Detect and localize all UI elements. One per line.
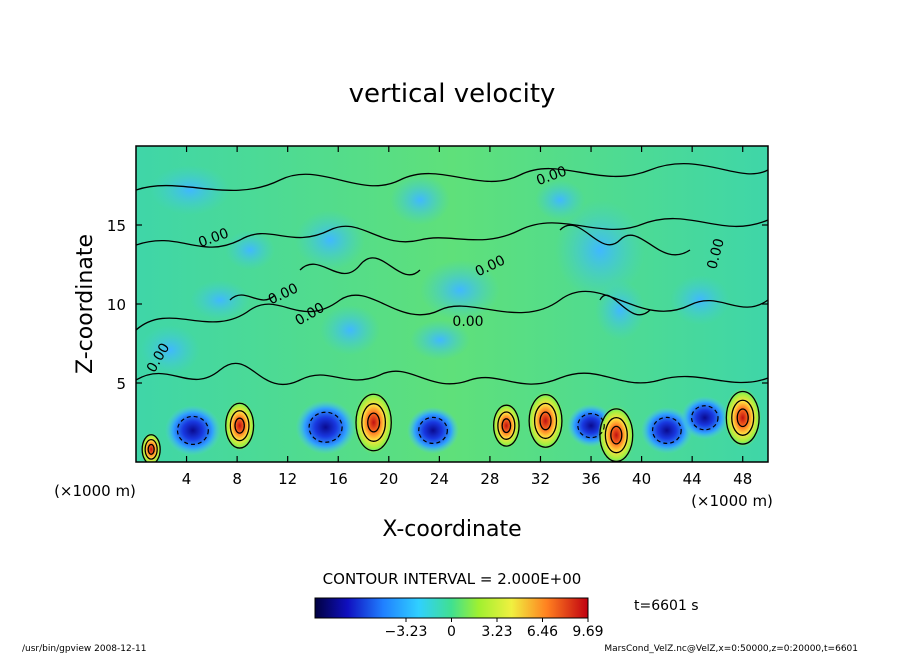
x-tick-label: 36 <box>581 470 600 488</box>
downdraft-cell <box>407 407 460 454</box>
contour-interval-label: CONTOUR INTERVAL = 2.000E+00 <box>323 570 582 588</box>
plot-area: 0.000.000.000.000.000.000.000.00 <box>136 146 768 462</box>
turbulence-patch <box>410 320 470 360</box>
updraft-contour <box>610 425 623 445</box>
updraft-cell <box>353 390 394 455</box>
turbulence-patch <box>670 275 730 325</box>
contour-labels: 0.000.000.000.000.000.000.000.00 <box>144 163 728 375</box>
x-tick-label: 24 <box>430 470 449 488</box>
x-axis-unit-right: (×1000 m) <box>691 492 773 510</box>
updraft-contour <box>355 393 392 452</box>
updraft-cell <box>526 391 565 451</box>
updraft-contour <box>501 418 512 434</box>
colorbar-tick-label: 3.23 <box>481 624 512 640</box>
updraft-contour <box>144 438 158 460</box>
downdraft-contour <box>651 416 682 444</box>
x-tick-label: 48 <box>733 470 752 488</box>
updraft-contour <box>492 404 520 447</box>
x-axis: 4 8 12 16 20 24 28 32 36 40 44 48 <box>182 146 752 488</box>
updraft-cell <box>140 432 162 462</box>
x-tick-label: 4 <box>182 470 192 488</box>
y-tick-label: 10 <box>107 296 126 314</box>
turbulence-patch <box>225 230 275 270</box>
downdraft-contour <box>690 405 719 431</box>
updraft-contour <box>528 393 563 448</box>
y-tick-label: 5 <box>116 375 126 393</box>
updraft-cell <box>491 402 521 449</box>
colorbar-tick-label: −3.23 <box>385 624 428 640</box>
downdraft-contour <box>176 415 209 445</box>
turbulence-patch <box>595 280 645 340</box>
contour-lines <box>136 163 768 386</box>
turbulence-patch <box>150 165 230 215</box>
x-tick-label: 8 <box>232 470 242 488</box>
turbulence-patch <box>535 180 585 220</box>
updraft-cell <box>223 400 256 452</box>
x-tick-label: 44 <box>683 470 702 488</box>
colorbar-tick-label: 6.46 <box>527 624 558 640</box>
footer-right: MarsCond_VelZ.nc@VelZ,x=0:50000,z=0:2000… <box>604 644 858 654</box>
contour-label: 0.00 <box>704 237 728 271</box>
colorbar-ticks: −3.23 0 3.23 6.46 9.69 <box>385 618 604 640</box>
downdraft-contour <box>308 411 343 443</box>
downdraft-cell <box>164 405 221 456</box>
updraft-contour <box>367 412 381 433</box>
updraft-cell <box>724 387 762 448</box>
time-label: t=6601 s <box>634 598 699 614</box>
downdraft-contour <box>577 413 605 439</box>
turbulence-patch <box>295 210 365 270</box>
convective-cells <box>140 387 762 462</box>
y-axis: 5 10 15 <box>107 217 768 393</box>
updraft-contour <box>725 390 760 445</box>
updraft-contour <box>604 416 628 454</box>
downdraft-contour <box>418 416 448 444</box>
updraft-contour <box>731 399 755 436</box>
updraft-contour <box>539 411 552 431</box>
updraft-contour <box>736 408 749 428</box>
turbulence-patch <box>140 325 200 375</box>
chart-title: vertical velocity <box>349 79 556 109</box>
turbulence-patch <box>190 280 250 320</box>
updraft-contour <box>497 411 516 440</box>
x-axis-label: X-coordinate <box>382 517 521 542</box>
downdraft-cell <box>640 407 693 454</box>
updraft-contour <box>141 434 161 462</box>
updraft-cell <box>597 405 635 462</box>
updraft-contour <box>229 410 250 442</box>
y-tick-label: 15 <box>107 217 126 235</box>
turbulence-patch <box>390 175 450 225</box>
x-tick-label: 12 <box>278 470 297 488</box>
updraft-contour <box>225 402 255 449</box>
updraft-contour <box>361 403 387 442</box>
downdraft-cell <box>680 396 729 440</box>
contour-label: 0.00 <box>452 314 483 330</box>
x-axis-unit-left: (×1000 m) <box>54 482 136 500</box>
updraft-contour <box>147 443 155 455</box>
x-tick-label: 40 <box>632 470 651 488</box>
x-tick-label: 28 <box>480 470 499 488</box>
turbulence-patch <box>320 305 380 355</box>
x-tick-label: 32 <box>531 470 550 488</box>
x-tick-label: 20 <box>379 470 398 488</box>
updraft-contour <box>533 402 558 440</box>
colorbar-tick-label: 9.69 <box>572 624 603 640</box>
colorbar-tick-label: 0 <box>447 624 456 640</box>
footer-left: /usr/bin/gpview 2008-12-11 <box>22 644 146 654</box>
downdraft-cell <box>295 400 356 455</box>
updraft-contour <box>234 417 245 434</box>
colorbar <box>314 597 589 619</box>
turbulence-patch <box>420 260 500 320</box>
x-tick-label: 16 <box>329 470 348 488</box>
y-axis-label: Z-coordinate <box>73 234 98 374</box>
